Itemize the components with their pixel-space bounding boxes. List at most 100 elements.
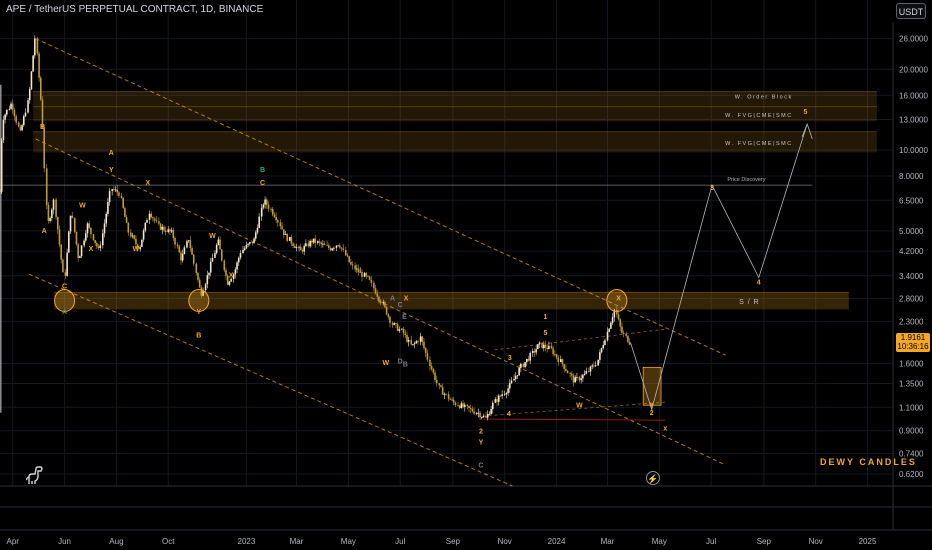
candle-body: [363, 273, 366, 277]
candle-body: [295, 247, 298, 249]
pivot-circle: [606, 289, 628, 313]
candle-body: [108, 190, 111, 202]
candle-body: [111, 189, 113, 191]
last-price-tag: 1.9161 10:36:16: [896, 333, 930, 352]
candle-body: [130, 232, 132, 237]
currency-button[interactable]: USDT: [896, 3, 926, 19]
candle-body: [275, 217, 277, 221]
pivot-circle: [54, 289, 76, 313]
candle-body: [608, 328, 611, 332]
candle-body: [578, 377, 581, 381]
candle-body: [298, 246, 300, 248]
candle-body: [22, 116, 25, 126]
zone-band: [33, 91, 877, 107]
candle-body: [591, 365, 594, 367]
wave-label: Y: [196, 309, 201, 316]
candle-body: [127, 222, 130, 233]
candle-body: [510, 380, 513, 383]
candle-body: [19, 126, 22, 131]
candle-body: [202, 290, 204, 296]
candle-body: [86, 223, 89, 234]
candle-body: [320, 242, 322, 245]
candle-body: [64, 272, 67, 276]
candle-body: [621, 326, 623, 333]
candle-body: [282, 229, 285, 235]
candle-body: [499, 395, 502, 397]
candle-body: [331, 248, 334, 251]
zone-label: W. FVG|CME|SMC: [725, 113, 793, 119]
y-tick-label: 2.3000: [899, 317, 924, 326]
candle-body: [503, 394, 506, 395]
candle-body: [204, 284, 207, 291]
candle-body: [406, 334, 408, 342]
candle-body: [398, 329, 401, 331]
candle-body: [318, 241, 321, 243]
candle-body: [402, 328, 405, 334]
candle-body: [176, 244, 179, 247]
candle-body: [122, 197, 125, 209]
candle-body: [186, 241, 188, 248]
wave-label: X: [146, 180, 151, 187]
y-tick-label: 2.8000: [899, 294, 924, 303]
candle-body: [625, 333, 628, 336]
candle-body: [423, 341, 425, 349]
wave-label: A: [109, 150, 114, 157]
candle-body: [281, 226, 283, 230]
x-tick-label: Aug: [109, 537, 123, 546]
candle-body: [292, 243, 294, 246]
wave-label: B: [403, 362, 408, 369]
candle-body: [239, 253, 242, 258]
wave-label: W: [382, 360, 389, 367]
candle-body: [485, 416, 487, 418]
candle-body: [357, 268, 360, 273]
candle-body: [167, 229, 170, 233]
candle-body: [496, 399, 498, 402]
candle-body: [230, 278, 232, 282]
candle-body: [169, 229, 171, 232]
candle-body: [24, 112, 27, 117]
candle-body: [480, 417, 483, 418]
candle-body: [611, 317, 614, 323]
candle-body: [307, 243, 310, 247]
candle-body: [580, 378, 582, 381]
candle-body: [469, 408, 472, 409]
candle-body: [561, 359, 564, 365]
bolt-icon[interactable]: ⚡: [646, 471, 660, 485]
candle-body: [243, 248, 246, 250]
candle-body: [582, 375, 584, 379]
candle-body: [141, 239, 143, 247]
candle-body: [527, 358, 530, 361]
candle-body: [113, 189, 115, 190]
candle-body: [576, 377, 578, 378]
candle-body: [146, 219, 148, 223]
candle-body: [242, 249, 244, 254]
candle-body: [449, 398, 452, 400]
candle-body: [492, 402, 494, 410]
candle-body: [550, 345, 553, 349]
candle-body: [396, 324, 399, 331]
candle-body: [316, 241, 319, 244]
x-tick-label: Oct: [162, 537, 175, 546]
candle-body: [27, 100, 29, 113]
candle-body: [572, 375, 575, 383]
candle-body: [11, 103, 14, 110]
candle-body: [180, 252, 182, 261]
dino-icon[interactable]: [26, 466, 44, 486]
candle-body: [97, 246, 100, 249]
candle-body: [172, 230, 175, 239]
candle-body: [189, 240, 192, 248]
wave-label: 2: [479, 428, 483, 435]
wave-label: B: [196, 333, 201, 340]
candle-body: [440, 385, 442, 388]
candle-body: [161, 226, 164, 230]
candle-body: [38, 53, 40, 78]
candle-body: [518, 367, 520, 376]
candle-body: [195, 263, 198, 273]
candle-body: [497, 395, 500, 402]
wave-label: C: [62, 283, 67, 290]
x-tick-label: Mar: [290, 537, 304, 546]
candle-body: [225, 270, 227, 276]
candle-body: [45, 168, 48, 206]
wave-label: Y: [649, 402, 654, 409]
